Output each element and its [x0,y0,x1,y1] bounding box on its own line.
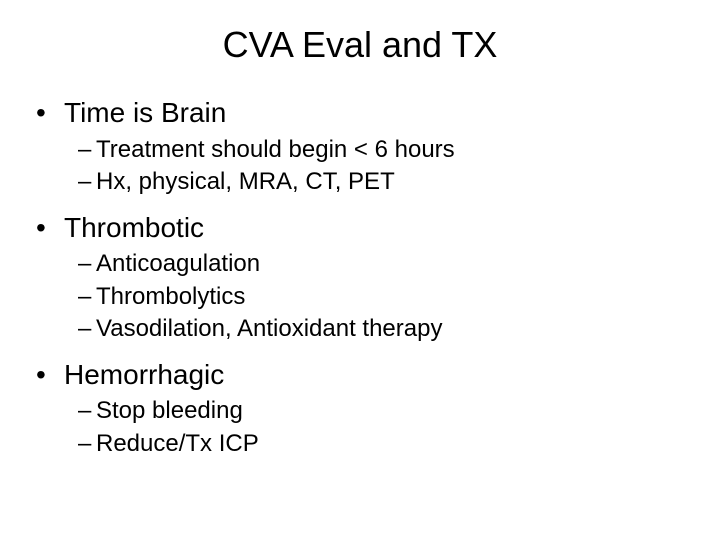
level2-text: Reduce/Tx ICP [96,428,259,460]
bullet-list: • Time is Brain – Treatment should begin… [30,94,690,460]
level2-text: Treatment should begin < 6 hours [96,134,455,166]
list-item: • Thrombotic – Anticoagulation – Thrombo… [30,209,690,346]
dash-icon: – [78,395,96,427]
bullet-icon: • [30,209,64,247]
level1-text: Thrombotic [64,209,204,247]
level2-text: Stop bleeding [96,395,243,427]
bullet-icon: • [30,356,64,394]
slide-title: CVA Eval and TX [30,24,690,66]
level1-row: • Thrombotic [30,209,690,247]
dash-icon: – [78,166,96,198]
dash-icon: – [78,134,96,166]
list-item: – Vasodilation, Antioxidant therapy [78,313,690,345]
level2-text: Anticoagulation [96,248,260,280]
list-item: • Hemorrhagic – Stop bleeding – Reduce/T… [30,356,690,461]
level2-text: Thrombolytics [96,281,245,313]
dash-icon: – [78,281,96,313]
slide-container: CVA Eval and TX • Time is Brain – Treatm… [0,0,720,540]
bullet-icon: • [30,94,64,132]
level1-text: Time is Brain [64,94,226,132]
list-item: – Treatment should begin < 6 hours [78,134,690,166]
sub-list: – Stop bleeding – Reduce/Tx ICP [30,395,690,460]
level1-row: • Time is Brain [30,94,690,132]
level1-text: Hemorrhagic [64,356,224,394]
dash-icon: – [78,428,96,460]
list-item: – Stop bleeding [78,395,690,427]
level2-text: Hx, physical, MRA, CT, PET [96,166,395,198]
list-item: – Anticoagulation [78,248,690,280]
dash-icon: – [78,313,96,345]
dash-icon: – [78,248,96,280]
list-item: – Reduce/Tx ICP [78,428,690,460]
level2-text: Vasodilation, Antioxidant therapy [96,313,442,345]
sub-list: – Anticoagulation – Thrombolytics – Vaso… [30,248,690,345]
list-item: – Thrombolytics [78,281,690,313]
list-item: • Time is Brain – Treatment should begin… [30,94,690,199]
sub-list: – Treatment should begin < 6 hours – Hx,… [30,134,690,199]
level1-row: • Hemorrhagic [30,356,690,394]
list-item: – Hx, physical, MRA, CT, PET [78,166,690,198]
